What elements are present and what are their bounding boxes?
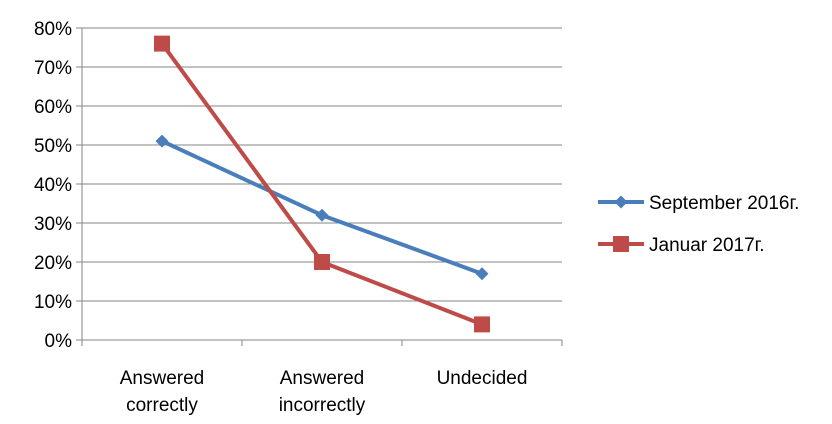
legend-label: Januar 2017г. <box>649 235 765 256</box>
data-point <box>155 134 169 148</box>
y-tick-label: 0% <box>45 331 73 352</box>
x-category-label: Answered incorrectly <box>279 368 366 416</box>
legend-label: September 2016г. <box>649 193 799 214</box>
series-1 <box>154 35 490 333</box>
legend: September 2016г. Januar 2017г. <box>598 193 799 256</box>
legend-item: Januar 2017г. <box>598 235 765 256</box>
x-category-label: Undecided <box>437 368 528 389</box>
x-category-label: Answered correctly <box>120 368 205 416</box>
legend-marker <box>613 236 629 252</box>
y-tick-label: 50% <box>34 136 72 157</box>
legend-item: September 2016г. <box>598 193 799 214</box>
data-point <box>315 208 329 222</box>
legend-marker <box>614 195 628 209</box>
y-tick-label: 10% <box>34 292 72 313</box>
y-tick-label: 70% <box>34 58 72 79</box>
data-point <box>475 267 489 281</box>
y-tick-label: 20% <box>34 253 72 274</box>
y-tick-label: 30% <box>34 214 72 235</box>
y-tick-label: 80% <box>34 19 72 40</box>
axes <box>76 27 563 346</box>
series <box>154 35 490 333</box>
y-axis-tick-labels: 0% 10% 20% 30% 40% 50% 60% 70% 80% <box>34 19 72 352</box>
series-line <box>161 139 483 276</box>
y-tick-label: 40% <box>34 175 72 196</box>
y-tick-label: 60% <box>34 97 72 118</box>
data-point <box>474 316 490 333</box>
data-point <box>314 254 330 270</box>
series-0 <box>155 134 489 281</box>
data-point <box>154 35 170 52</box>
x-axis-category-labels: Answered correctly Answered incorrectly Unde… <box>120 368 528 416</box>
